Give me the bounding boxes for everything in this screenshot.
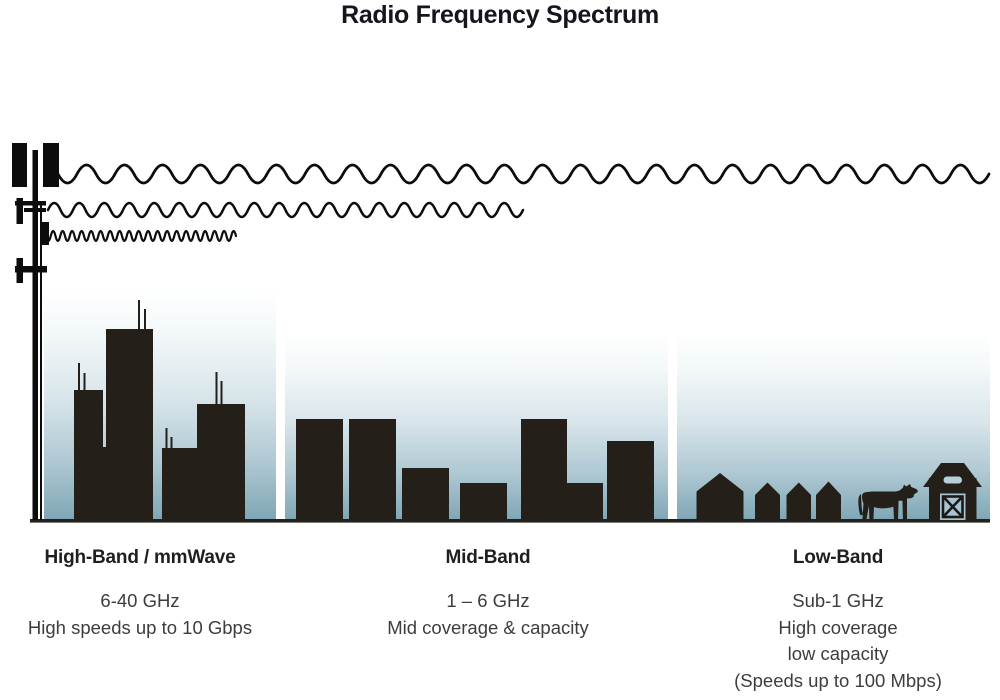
band-detail: Sub-1 GHz	[792, 590, 884, 611]
skyscraper	[106, 329, 153, 520]
mid-band-wave-icon	[46, 201, 525, 219]
band-detail: High speeds up to 10 Gbps	[27, 616, 253, 638]
ground-line	[30, 519, 990, 523]
high-band-wave-icon	[44, 229, 238, 243]
house-icon	[786, 482, 811, 520]
band-detail: (Speeds up to 100 Mbps)	[734, 669, 942, 691]
buildings-mid-band	[296, 419, 654, 520]
diagram-title: Radio Frequency Spectrum	[341, 1, 659, 29]
band-detail: low capacity	[787, 643, 889, 664]
building	[296, 419, 343, 520]
barn-icon	[923, 463, 982, 520]
building	[349, 419, 396, 520]
city-skyline-high-band	[74, 300, 245, 520]
farm-scene-low-band	[696, 463, 982, 520]
skyscraper	[197, 404, 245, 520]
house-icon	[816, 481, 841, 520]
building	[567, 483, 603, 520]
building	[460, 483, 507, 520]
cell-tower-icon	[12, 143, 59, 520]
radio-waves	[44, 163, 991, 243]
building	[521, 419, 567, 520]
band-detail: Mid coverage & capacity	[387, 616, 589, 638]
label-block-mid-band: Mid-Band 1 – 6 GHz Mid coverage & capaci…	[348, 547, 628, 641]
low-band-wave-icon	[56, 163, 991, 185]
house-icon	[696, 473, 744, 520]
building	[607, 441, 654, 520]
band-heading: Mid-Band	[445, 547, 531, 568]
band-heading: High-Band / mmWave	[44, 547, 236, 568]
rooftop-antennas	[78, 300, 223, 449]
skyscraper	[162, 448, 197, 520]
label-block-low-band: Low-Band Sub-1 GHz High coverage low cap…	[688, 547, 988, 694]
band-detail: 1 – 6 GHz	[446, 590, 530, 611]
barn-vent	[943, 476, 962, 484]
barn-door	[940, 493, 966, 520]
band-detail: 6-40 GHz	[100, 590, 180, 611]
skyscraper	[74, 390, 103, 520]
building	[402, 468, 449, 520]
band-detail: High coverage	[778, 616, 898, 638]
cow-icon	[858, 484, 918, 520]
house-icon	[755, 482, 780, 520]
band-heading: Low-Band	[792, 547, 884, 568]
label-block-high-band: High-Band / mmWave 6-40 GHz High speeds …	[0, 547, 280, 641]
